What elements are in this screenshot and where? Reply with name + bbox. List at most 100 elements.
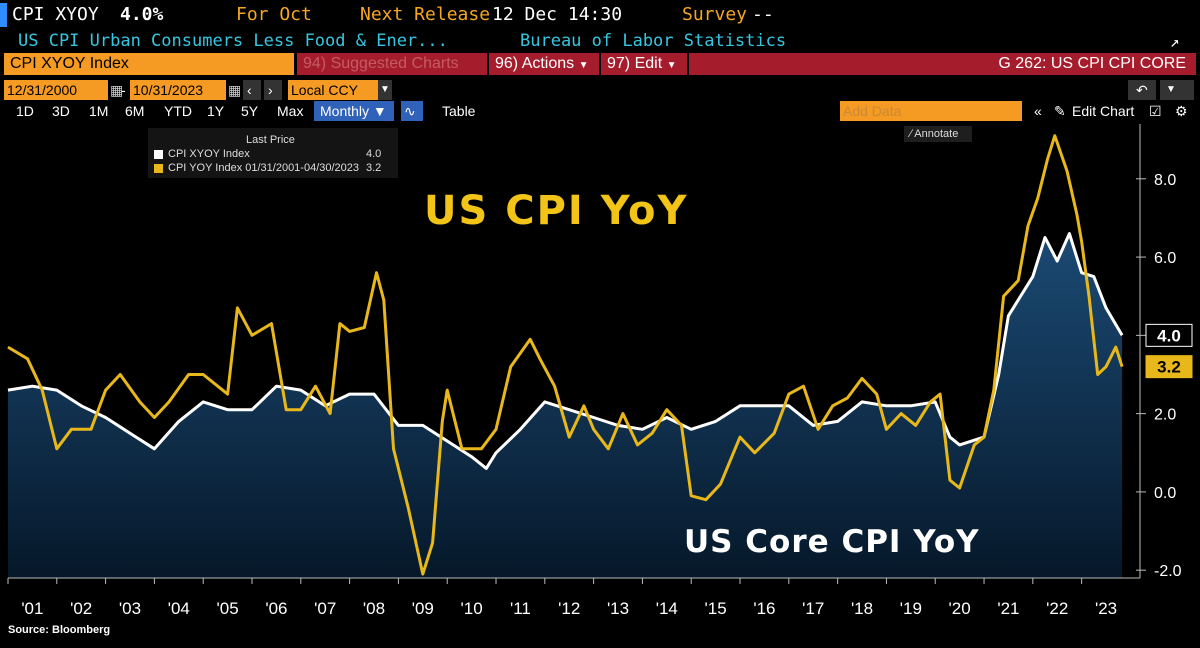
collapse-icon[interactable]: « (1034, 103, 1042, 119)
x-tick-label: '21 (997, 599, 1019, 618)
x-tick-label: '05 (217, 599, 239, 618)
annotate-button[interactable]: ∕ Annotate (904, 126, 972, 142)
for-label: For Oct (236, 4, 312, 25)
checklist-icon[interactable]: ☑ (1149, 103, 1162, 119)
chart-area: -2.0 0.0 2.0 4.0 6.0 8.0 '01 '02 '03 '04 '05 '06 '07… (0, 124, 1200, 644)
period-button-ytd[interactable]: YTD (164, 103, 192, 119)
edit-chart-button[interactable]: Edit Chart (1072, 103, 1135, 119)
table-tab[interactable]: Table (442, 103, 476, 119)
currency-select[interactable]: Local CCY (288, 80, 378, 100)
chart-id: G 262: US CPI CPI CORE (689, 53, 1196, 75)
headline-last-value-tag: 3.2 (1157, 358, 1181, 377)
add-data-input[interactable]: Add Data (840, 101, 1022, 121)
popout-icon[interactable]: ↗ (1170, 32, 1180, 51)
next-period-icon[interactable]: › (264, 80, 282, 100)
undo-icon[interactable]: ↶ (1128, 80, 1156, 100)
actions-button[interactable]: 96) Actions ▼ (489, 53, 599, 75)
frequency-select[interactable]: Monthly ▼ (314, 101, 394, 121)
y-tick-label: 0.0 (1154, 485, 1176, 502)
calendar-icon[interactable]: ▦ (110, 82, 124, 98)
x-tick-label: '23 (1095, 599, 1117, 618)
x-tick-label: '12 (558, 599, 580, 618)
headline-last-value-tag-box (1145, 355, 1193, 379)
x-tick-label: '11 (510, 599, 531, 618)
annotate-pencil-icon: ∕ (910, 128, 912, 140)
core-last-value-tag-box (1145, 323, 1193, 347)
x-tick-label: '04 (168, 599, 190, 618)
x-tick-label: '15 (705, 599, 727, 618)
legend-swatch-core (154, 150, 163, 159)
y-tick-label: 2.0 (1154, 407, 1176, 424)
x-tick-label: '19 (900, 599, 922, 618)
suggested-charts-button[interactable]: 94) Suggested Charts (297, 53, 487, 75)
gear-icon[interactable]: ⚙ (1175, 103, 1188, 119)
edit-label: 97) Edit (607, 55, 663, 72)
x-tick-label: '22 (1046, 599, 1068, 618)
chart-svg: -2.0 0.0 2.0 4.0 6.0 8.0 '01 '02 '03 '04 '05 '06 '07… (7, 124, 1193, 618)
security-description: US CPI Urban Consumers Less Food & Ener.… (18, 31, 448, 51)
headline-annotation: US CPI YoY (424, 188, 689, 234)
x-tick-label: '17 (802, 599, 824, 618)
period-button-6m[interactable]: 6M (125, 103, 145, 119)
core-area-fill (8, 233, 1123, 578)
period-button-1y[interactable]: 1Y (207, 103, 225, 119)
pencil-icon: ✎ (1054, 103, 1066, 119)
ticker-marker (0, 3, 7, 27)
actions-label: 96) Actions (495, 55, 575, 72)
x-tick-label: '13 (607, 599, 629, 618)
period-button-3d[interactable]: 3D (52, 103, 70, 119)
currency-caret-icon[interactable]: ▼ (378, 80, 392, 100)
x-tick-label: '18 (851, 599, 873, 618)
start-date-field[interactable]: 12/31/2000 (4, 80, 108, 100)
y-tick-label: 6.0 (1154, 250, 1176, 267)
prev-period-icon[interactable]: ‹ (243, 80, 261, 100)
core-annotation: US Core CPI YoY (684, 524, 980, 560)
calendar-icon[interactable]: ▦ (228, 82, 242, 98)
x-tick-label: '14 (656, 599, 678, 618)
end-date-field[interactable]: 10/31/2023 (130, 80, 226, 100)
ticker[interactable]: CPI XYOY (12, 4, 99, 25)
y-tick-label: -2.0 (1154, 563, 1182, 580)
x-tick-label: '06 (265, 599, 287, 618)
period-button-max[interactable]: Max (277, 103, 304, 119)
next-release-label: Next Release (360, 4, 491, 25)
line-chart-icon[interactable]: ∿ (401, 101, 423, 121)
edit-caret-icon: ▼ (666, 60, 677, 71)
survey-value: -- (752, 4, 774, 25)
actions-caret-icon: ▼ (578, 60, 589, 71)
core-last-value-tag: 4.0 (1157, 326, 1181, 345)
legend-swatch-headline (154, 164, 163, 173)
x-tick-label: '20 (949, 599, 971, 618)
x-tick-label: '16 (753, 599, 775, 618)
legend: Last Price CPI XYOY Index 4.0 CPI YOY In… (148, 128, 398, 178)
period-button-1m[interactable]: 1M (89, 103, 109, 119)
index-field[interactable]: CPI XYOY Index (4, 53, 294, 75)
x-tick-label: '09 (412, 599, 434, 618)
y-tick-label: 8.0 (1154, 172, 1176, 189)
x-tick-label: '07 (314, 599, 336, 618)
legend-label-headline: CPI YOY Index 01/31/2001-04/30/2023 (168, 162, 360, 174)
legend-value-headline: 3.2 (366, 162, 382, 174)
security-header: CPI XYOY 4.0% For Oct Next Release 12 De… (0, 0, 1200, 30)
legend-header: Last Price (246, 134, 295, 146)
last-value: 4.0% (120, 4, 164, 25)
settings-caret-icon[interactable]: ▼ (1160, 80, 1194, 100)
date-separator: - (121, 82, 126, 98)
x-tick-label: '02 (70, 599, 92, 618)
source-footer: Source: Bloomberg (8, 624, 111, 636)
edit-button[interactable]: 97) Edit ▼ (601, 53, 687, 75)
x-tick-label: '03 (119, 599, 141, 618)
description-row: US CPI Urban Consumers Less Food & Ener.… (0, 30, 1200, 52)
x-tick-label: '08 (363, 599, 385, 618)
x-tick-label: '10 (461, 599, 483, 618)
period-button-1d[interactable]: 1D (16, 103, 34, 119)
source-organization: Bureau of Labor Statistics (520, 31, 787, 51)
period-button-5y[interactable]: 5Y (241, 103, 259, 119)
annotate-label: Annotate (914, 128, 959, 140)
x-tick-label: '01 (21, 599, 43, 618)
survey-label: Survey (682, 4, 748, 25)
legend-value-core: 4.0 (366, 148, 382, 160)
date-range-row: 12/31/2000 ▦ - 10/31/2023 ▦ ‹ › Local CC… (0, 80, 1200, 100)
legend-label-core: CPI XYOY Index (168, 148, 250, 160)
headline-cpi-line (7, 134, 1124, 576)
